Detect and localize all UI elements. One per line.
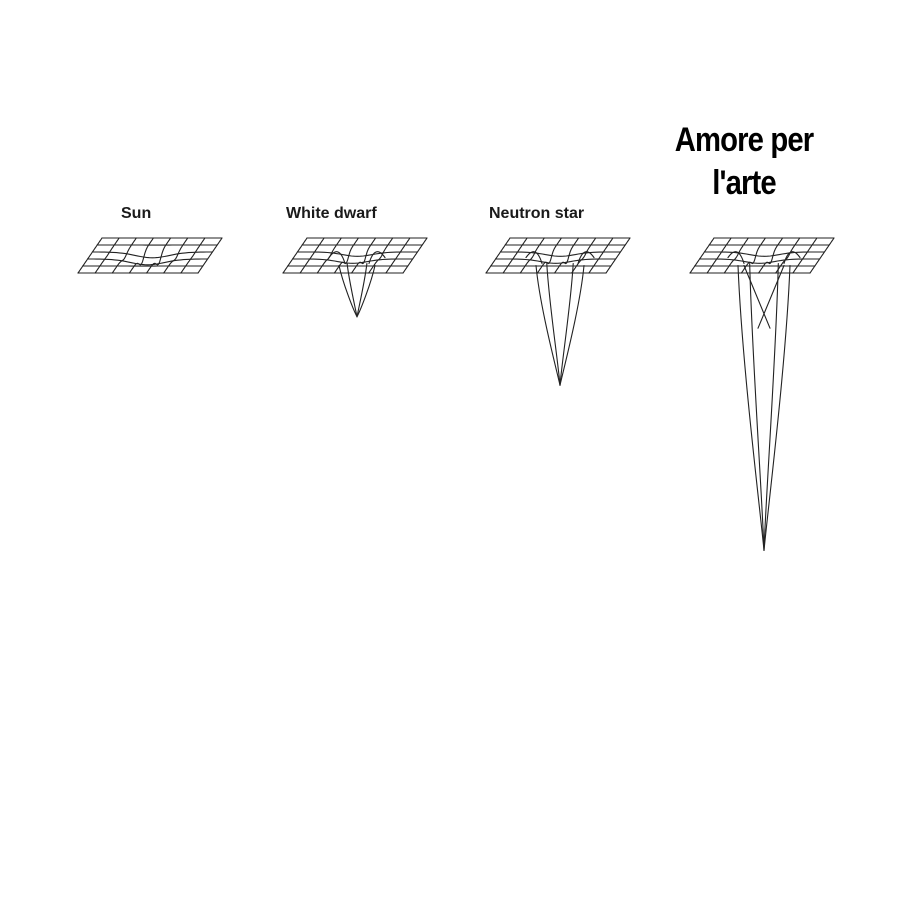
grid-column-line [758, 237, 784, 274]
grid-column-line [723, 237, 749, 274]
grid-column-line [485, 237, 511, 274]
well-wall-left [535, 264, 561, 386]
well-cross-line [757, 264, 785, 329]
grid-column-line [163, 237, 189, 274]
grid-column-line [368, 237, 394, 274]
grid-column-line [333, 237, 359, 274]
grid-column-line [792, 237, 818, 274]
grid-column-line [111, 237, 137, 274]
grid-column-line [571, 237, 597, 274]
well-wall-left [737, 264, 765, 552]
grid-row-line [292, 258, 414, 264]
grid-column-line [146, 237, 172, 274]
grid-row-line [495, 258, 617, 264]
sun-well [77, 237, 223, 274]
grid-row-line [91, 251, 213, 259]
grid-column-line [502, 237, 528, 274]
grid-column-line [706, 237, 732, 274]
grid-column-line [605, 237, 631, 274]
well-rim-right [577, 251, 595, 265]
grid-column-line [775, 237, 801, 274]
grid-column-line [809, 237, 835, 274]
grid-row-line [699, 258, 821, 264]
grid-column-line [588, 237, 614, 274]
grid-row-line [703, 251, 825, 257]
meme-object-well [689, 237, 835, 552]
grid-column-line [351, 237, 377, 274]
grid-column-line [536, 237, 562, 274]
well-wall-right [356, 264, 376, 318]
neutron-star-label: Neutron star [489, 205, 585, 222]
well-wall-right [763, 264, 791, 552]
meme-caption-line-2: l'arte [712, 164, 776, 202]
grid-column-line [282, 237, 308, 274]
grid-column-line [77, 237, 103, 274]
well-rim-left [328, 251, 346, 265]
grid-column-line [197, 237, 223, 274]
grid-column-line [554, 237, 580, 274]
meme-caption-line-1: Amore per [674, 121, 814, 159]
grid-column-line [299, 237, 325, 274]
white-dwarf-well [282, 237, 428, 318]
well-wall-right [559, 264, 585, 386]
grid-column-line [180, 237, 206, 274]
white-dwarf-label: White dwarf [286, 205, 377, 222]
well-inner-right [356, 262, 368, 318]
grid-column-line [128, 237, 154, 274]
grid-column-line [519, 237, 545, 274]
grid-column-line [402, 237, 428, 274]
well-inner-left [749, 262, 765, 552]
well-cross-line [743, 264, 771, 329]
well-inner-right [559, 262, 574, 386]
grid-row-line [87, 258, 209, 266]
well-inner-right [763, 262, 779, 552]
well-inner-left [346, 262, 358, 318]
grid-column-line [94, 237, 120, 274]
grid-column-line [740, 237, 766, 274]
well-rim-right [368, 251, 386, 265]
well-wall-left [338, 264, 358, 318]
well-rim-left [525, 251, 543, 265]
well-rim-left [727, 251, 745, 265]
sun-label: Sun [121, 205, 152, 222]
grid-column-line [689, 237, 715, 274]
well-rim-right [783, 251, 801, 265]
well-inner-left [546, 262, 561, 386]
grid-column-line [385, 237, 411, 274]
neutron-star-well [485, 237, 631, 386]
grid-row-line [499, 251, 621, 257]
grid-row-line [296, 251, 418, 257]
